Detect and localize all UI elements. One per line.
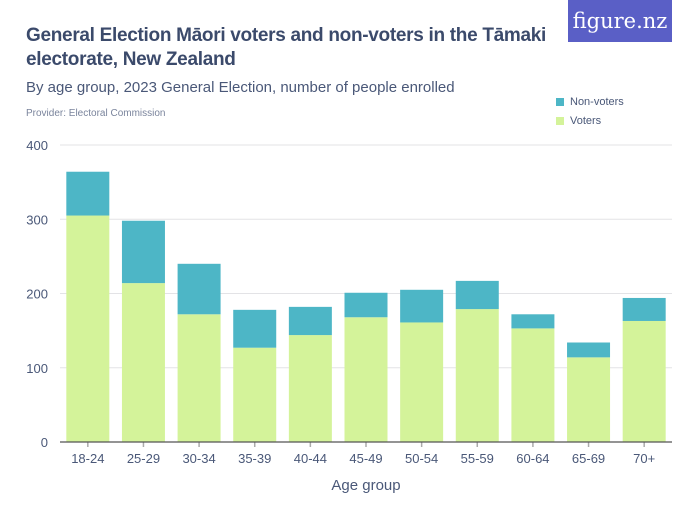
bar-non-voters-40-44 bbox=[288, 306, 332, 336]
x-axis-label: Age group bbox=[331, 477, 400, 494]
x-tick-label: 55-59 bbox=[461, 451, 494, 466]
x-tick-label: 30-34 bbox=[182, 451, 215, 466]
legend-label: Voters bbox=[570, 114, 602, 127]
bar-non-voters-55-59 bbox=[455, 280, 499, 310]
y-tick-label: 100 bbox=[26, 361, 48, 376]
x-tick-label: 35-39 bbox=[238, 451, 271, 466]
bar-voters-35-39 bbox=[233, 347, 277, 442]
bar-voters-40-44 bbox=[288, 335, 332, 442]
bar-voters-25-29 bbox=[121, 283, 165, 442]
x-tick-label: 50-54 bbox=[405, 451, 438, 466]
bar-voters-30-34 bbox=[177, 314, 221, 442]
bar-non-voters-35-39 bbox=[233, 309, 277, 348]
bar-non-voters-25-29 bbox=[121, 220, 165, 284]
y-tick-label: 300 bbox=[26, 212, 48, 227]
bar-voters-60-64 bbox=[511, 328, 555, 442]
bar-voters-70+ bbox=[622, 320, 666, 442]
bar-voters-55-59 bbox=[455, 309, 499, 442]
legend: Non-voters Voters bbox=[556, 92, 624, 130]
x-tick-label: 25-29 bbox=[127, 451, 160, 466]
chart-subtitle: By age group, 2023 General Election, num… bbox=[26, 79, 455, 96]
bar-voters-50-54 bbox=[400, 322, 444, 442]
bar-non-voters-30-34 bbox=[177, 263, 221, 315]
bar-non-voters-45-49 bbox=[344, 292, 388, 318]
legend-item-non-voters: Non-voters bbox=[556, 92, 624, 111]
y-tick-label: 400 bbox=[26, 138, 48, 153]
figure-nz-logo[interactable]: figure.nz bbox=[568, 0, 672, 42]
legend-swatch bbox=[556, 116, 564, 125]
chart-title: General Election Māori voters and non-vo… bbox=[26, 25, 547, 70]
x-tick-label: 65-69 bbox=[572, 451, 605, 466]
bar-non-voters-70+ bbox=[622, 297, 666, 321]
y-tick-label: 0 bbox=[41, 435, 48, 450]
bar-non-voters-50-54 bbox=[400, 289, 444, 323]
x-tick-label: 45-49 bbox=[349, 451, 382, 466]
legend-item-voters: Voters bbox=[556, 111, 624, 130]
bar-non-voters-60-64 bbox=[511, 314, 555, 329]
bar-voters-45-49 bbox=[344, 317, 388, 442]
provider-text: Provider: Electoral Commission bbox=[26, 108, 166, 119]
bar-voters-18-24 bbox=[66, 215, 110, 442]
x-tick-label: 40-44 bbox=[294, 451, 327, 466]
x-tick-label: 70+ bbox=[633, 451, 655, 466]
bar-non-voters-18-24 bbox=[66, 171, 110, 216]
legend-label: Non-voters bbox=[570, 95, 624, 108]
x-tick-label: 60-64 bbox=[516, 451, 549, 466]
bar-voters-65-69 bbox=[567, 357, 611, 442]
legend-swatch bbox=[556, 97, 564, 106]
bar-non-voters-65-69 bbox=[567, 342, 611, 358]
y-tick-label: 200 bbox=[26, 287, 48, 302]
x-tick-label: 18-24 bbox=[71, 451, 104, 466]
